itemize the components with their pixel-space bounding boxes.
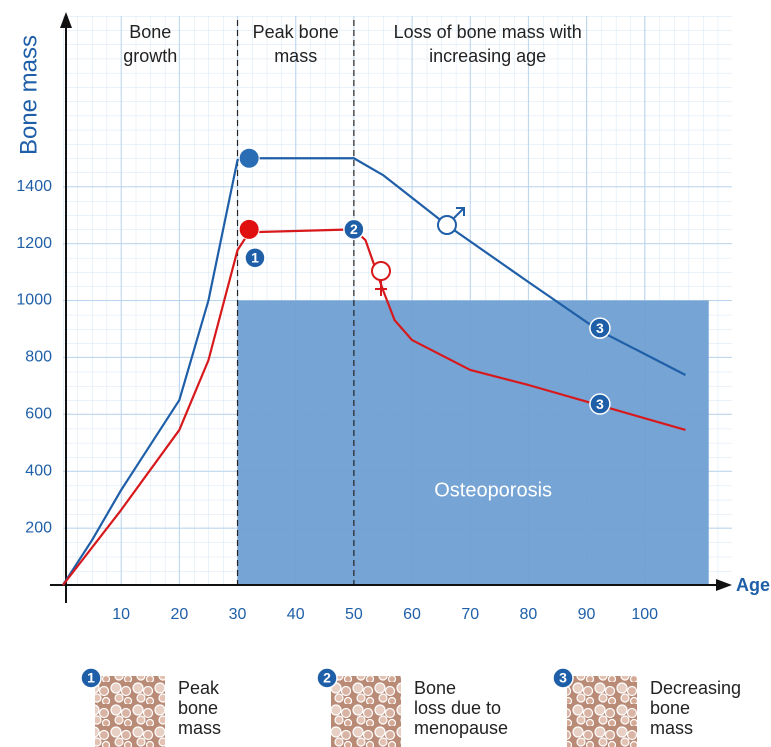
y-tick-label: 600 [25,406,52,423]
x-tick-label: 70 [461,606,479,623]
y-tick-label: 400 [25,462,52,479]
legend-text: bone [178,698,218,718]
x-tick-label: 30 [229,606,247,623]
y-tick-label: 1400 [16,178,52,195]
osteoporosis-region [238,301,709,586]
phase-label: growth [123,46,177,66]
y-tick-label: 200 [25,519,52,536]
peak-marker [239,219,259,239]
legend-text: Bone [414,678,456,698]
x-tick-label: 90 [578,606,596,623]
y-tick-label: 1200 [16,235,52,252]
y-tick-label: 1000 [16,292,52,309]
x-tick-label: 40 [287,606,305,623]
bone-texture [331,676,401,747]
region-label: Osteoporosis [434,479,552,501]
y-tick-label: 800 [25,349,52,366]
phase-label: Loss of bone mass with [394,22,582,42]
bone-texture [95,676,165,747]
bone-texture [567,676,637,747]
legend-text: loss due to [414,698,501,718]
chart: 200 400 600 800 1000 1200 1400 10 20 30 40 50 60 70 80… [0,0,771,747]
badge-number: 1 [251,250,259,266]
x-tick-label: 60 [403,606,421,623]
peak-marker [239,148,259,168]
x-tick-label: 50 [345,606,363,623]
x-axis-label: Age [736,575,770,595]
badge-number: 3 [596,320,604,336]
badge-number: 3 [596,396,604,412]
legend-text: mass [650,718,693,738]
badge-number: 2 [350,221,358,237]
phase-label: Bone [129,22,171,42]
y-axis-label: Bone mass [15,35,42,155]
legend-text: menopause [414,718,508,738]
phase-label: Peak bone [253,22,339,42]
phase-label: increasing age [429,46,546,66]
legend-text: Decreasing [650,678,741,698]
legend-text: bone [650,698,690,718]
x-tick-label: 80 [519,606,537,623]
x-tick-label: 100 [631,606,658,623]
badge-number: 1 [87,670,95,686]
legend-text: Peak [178,678,220,698]
legend-text: mass [178,718,221,738]
badge-number: 3 [559,670,567,686]
badge-number: 2 [323,670,331,686]
phase-label: mass [274,46,317,66]
x-tick-label: 10 [112,606,130,623]
x-tick-label: 20 [170,606,188,623]
